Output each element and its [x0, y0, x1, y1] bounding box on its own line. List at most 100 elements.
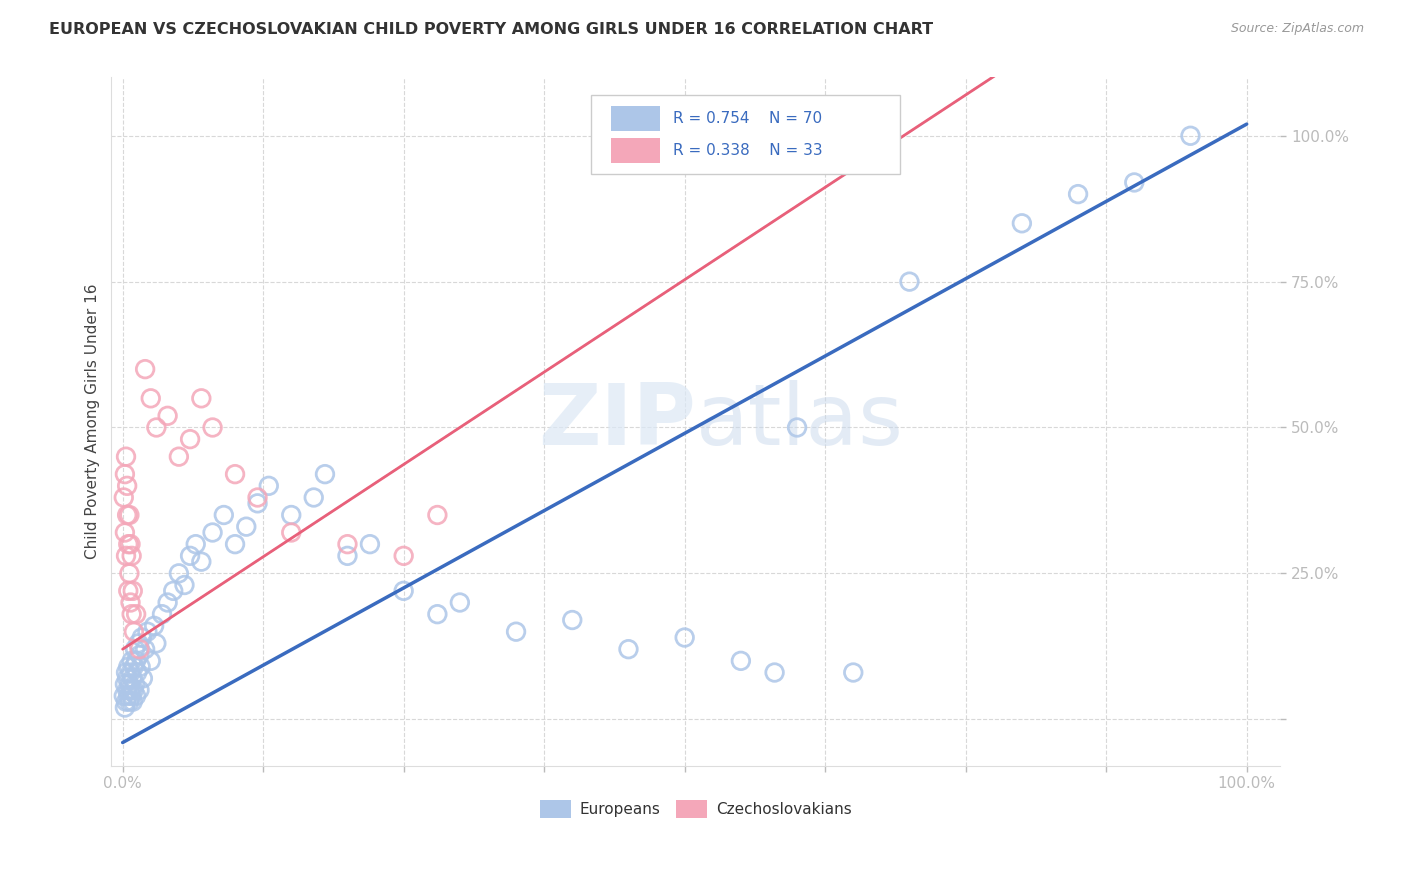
Point	[156, 409, 179, 423]
Point	[117, 583, 139, 598]
Point	[117, 537, 139, 551]
Point	[336, 537, 359, 551]
Point	[124, 642, 146, 657]
Point	[118, 677, 141, 691]
Point	[426, 607, 449, 622]
Text: atlas: atlas	[696, 380, 904, 463]
Point	[786, 420, 808, 434]
Point	[280, 508, 302, 522]
Point	[145, 636, 167, 650]
Point	[134, 642, 156, 657]
Text: Source: ZipAtlas.com: Source: ZipAtlas.com	[1230, 22, 1364, 36]
Point	[392, 583, 415, 598]
Point	[505, 624, 527, 639]
Point	[162, 583, 184, 598]
Point	[314, 467, 336, 482]
Point	[122, 659, 145, 673]
Point	[257, 479, 280, 493]
Point	[1123, 176, 1146, 190]
Point	[115, 695, 138, 709]
Point	[121, 671, 143, 685]
Point	[125, 654, 148, 668]
Point	[302, 491, 325, 505]
Point	[1067, 187, 1090, 202]
Point	[246, 491, 269, 505]
Bar	[610, 137, 659, 162]
Point	[224, 537, 246, 551]
Point	[842, 665, 865, 680]
Point	[115, 665, 138, 680]
Point	[114, 677, 136, 691]
Text: R = 0.338    N = 33: R = 0.338 N = 33	[672, 143, 823, 158]
Point	[617, 642, 640, 657]
Point	[120, 537, 142, 551]
Point	[139, 392, 162, 406]
Point	[118, 508, 141, 522]
Point	[125, 689, 148, 703]
Point	[122, 624, 145, 639]
Point	[120, 595, 142, 609]
Legend: Europeans, Czechoslovakians: Europeans, Czechoslovakians	[534, 794, 858, 823]
Point	[118, 695, 141, 709]
Text: EUROPEAN VS CZECHOSLOVAKIAN CHILD POVERTY AMONG GIRLS UNDER 16 CORRELATION CHART: EUROPEAN VS CZECHOSLOVAKIAN CHILD POVERT…	[49, 22, 934, 37]
Y-axis label: Child Poverty Among Girls Under 16: Child Poverty Among Girls Under 16	[86, 284, 100, 559]
Point	[121, 607, 143, 622]
Point	[1011, 216, 1033, 230]
Point	[167, 450, 190, 464]
Point	[121, 549, 143, 563]
Point	[127, 636, 149, 650]
Point	[121, 695, 143, 709]
Point	[145, 420, 167, 434]
Point	[167, 566, 190, 581]
Point	[898, 275, 921, 289]
Point	[143, 619, 166, 633]
Point	[246, 496, 269, 510]
Point	[763, 665, 786, 680]
Point	[336, 549, 359, 563]
Point	[179, 549, 201, 563]
Point	[115, 683, 138, 698]
Point	[122, 683, 145, 698]
Point	[561, 613, 583, 627]
Point	[115, 479, 138, 493]
Point	[730, 654, 752, 668]
Bar	[610, 106, 659, 131]
Point	[673, 631, 696, 645]
Point	[139, 654, 162, 668]
Point	[128, 642, 150, 657]
Point	[115, 671, 138, 685]
Point	[184, 537, 207, 551]
Point	[127, 665, 149, 680]
Point	[134, 362, 156, 376]
Point	[212, 508, 235, 522]
Point	[201, 420, 224, 434]
Point	[150, 607, 173, 622]
Point	[136, 624, 159, 639]
Point	[392, 549, 415, 563]
Point	[201, 525, 224, 540]
Point	[156, 595, 179, 609]
Point	[179, 432, 201, 446]
Point	[1180, 128, 1202, 143]
Point	[128, 683, 150, 698]
Point	[129, 659, 152, 673]
Point	[114, 467, 136, 482]
Point	[426, 508, 449, 522]
Point	[121, 654, 143, 668]
Point	[190, 392, 212, 406]
Point	[115, 549, 138, 563]
Point	[173, 578, 195, 592]
Point	[121, 689, 143, 703]
Point	[131, 631, 153, 645]
Point	[124, 677, 146, 691]
Point	[125, 607, 148, 622]
Point	[114, 525, 136, 540]
Point	[449, 595, 471, 609]
Point	[118, 566, 141, 581]
Point	[120, 665, 142, 680]
Point	[280, 525, 302, 540]
Point	[121, 583, 143, 598]
Point	[235, 519, 257, 533]
Point	[120, 683, 142, 698]
Point	[114, 700, 136, 714]
